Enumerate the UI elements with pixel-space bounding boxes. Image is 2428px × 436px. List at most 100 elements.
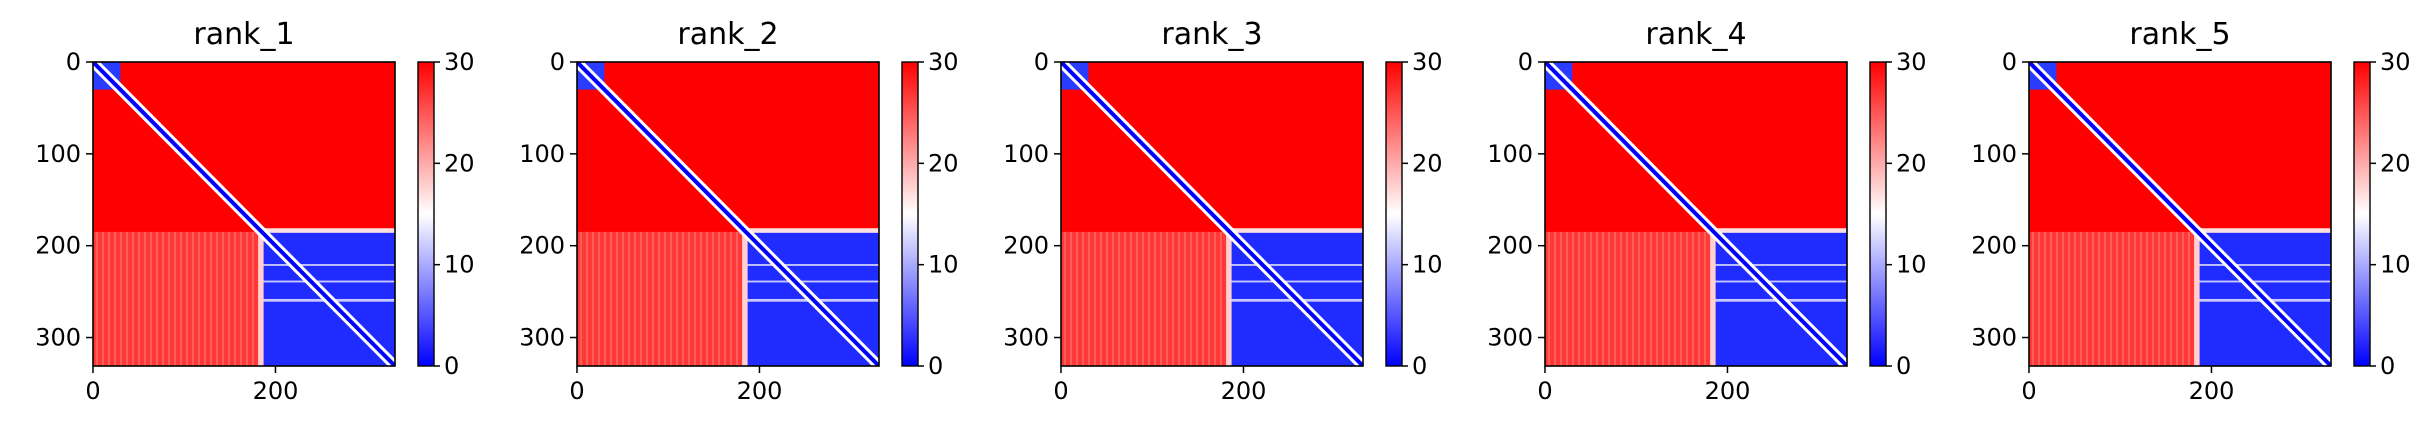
- colorbar-tick-label: 10: [2380, 251, 2411, 279]
- colorbar: [901, 61, 919, 367]
- colorbar-tick-label: 30: [2380, 48, 2411, 76]
- heatmap-panel-3: rank_3 0 200 0 100 200 300 0 10 20 30: [968, 0, 1448, 432]
- colorbar-tick-label: 0: [444, 352, 459, 380]
- axes-frame: [1060, 61, 1364, 367]
- colorbar-tick-label: 10: [928, 251, 959, 279]
- panel-title: rank_2: [677, 17, 778, 52]
- region-band-2: [1713, 280, 1847, 283]
- diagonal-line: [1545, 62, 1847, 366]
- colorbar: [417, 61, 435, 367]
- colorbar-tick-label: 0: [1412, 352, 1427, 380]
- y-tick-label: 200: [1003, 232, 1049, 260]
- region-edge-h: [1229, 228, 1363, 233]
- region-edge-h: [261, 228, 395, 233]
- y-tick-label: 300: [1971, 324, 2017, 352]
- diagonal-line: [93, 62, 395, 366]
- colorbar-tick-label: 30: [928, 48, 959, 76]
- colorbar: [2353, 61, 2371, 367]
- y-tick-label: 300: [1487, 324, 1533, 352]
- region-edge-v: [2194, 231, 2200, 366]
- y-tick-label: 100: [1971, 140, 2017, 168]
- heatmap-panel-1: rank_1 0 200 0 100 200 300 0 10 20 30: [0, 0, 480, 432]
- colorbar-tick-label: 0: [2380, 352, 2395, 380]
- axes-frame: [92, 61, 396, 367]
- x-tick-label: 0: [2021, 377, 2036, 405]
- diagonal-line: [1061, 62, 1363, 366]
- colorbar-tick-label: 20: [2380, 149, 2411, 177]
- region-inter-lower-texture: [93, 231, 262, 366]
- region-band-2: [2197, 280, 2331, 283]
- colorbar-tick-label: 30: [1896, 48, 1927, 76]
- region-band-2: [1229, 280, 1363, 283]
- heatmap-cells: [577, 62, 879, 366]
- y-tick-label: 200: [519, 232, 565, 260]
- region-band-3: [2197, 264, 2331, 266]
- heatmap-panel-2: rank_2 0 200 0 100 200 300 0 10 20 30: [484, 0, 964, 432]
- colorbar-tick-label: 0: [928, 352, 943, 380]
- colorbar-tick-label: 20: [1412, 149, 1443, 177]
- region-edge-h: [2197, 228, 2331, 233]
- colorbar: [1869, 61, 1887, 367]
- region-band-3: [1713, 264, 1847, 266]
- y-tick-label: 200: [1971, 232, 2017, 260]
- region-inter-lower-texture: [1545, 231, 1714, 366]
- region-inter-lower-texture: [577, 231, 746, 366]
- axes-frame: [576, 61, 880, 367]
- heatmap-cells: [2029, 62, 2331, 366]
- panel-title: rank_4: [1645, 17, 1746, 52]
- colorbar: [1385, 61, 1403, 367]
- diagonal-line: [577, 62, 879, 366]
- colorbar-tick-label: 10: [444, 251, 475, 279]
- x-tick-label: 0: [85, 377, 100, 405]
- region-edge-v: [1226, 231, 1232, 366]
- x-tick-label: 0: [1537, 377, 1552, 405]
- region-inter-lower-texture: [1061, 231, 1230, 366]
- y-tick-label: 0: [550, 48, 565, 76]
- region-edge-v: [258, 231, 264, 366]
- x-tick-label: 200: [2189, 377, 2235, 405]
- panel-title: rank_5: [2129, 17, 2230, 52]
- heatmap-cells: [1061, 62, 1363, 366]
- region-band-3: [261, 264, 395, 266]
- panel-title: rank_1: [193, 17, 294, 52]
- y-tick-label: 0: [1034, 48, 1049, 76]
- region-edge-v: [742, 231, 748, 366]
- axes-frame: [1544, 61, 1848, 367]
- x-tick-label: 0: [569, 377, 584, 405]
- y-tick-label: 100: [1003, 140, 1049, 168]
- x-tick-label: 200: [1221, 377, 1267, 405]
- colorbar-tick-label: 30: [1412, 48, 1443, 76]
- region-edge-h: [745, 228, 879, 233]
- region-band-3: [1229, 264, 1363, 266]
- y-tick-label: 100: [1487, 140, 1533, 168]
- heatmap-panel-5: rank_5 0 200 0 100 200 300 0 10 20 30: [1936, 0, 2416, 432]
- colorbar-tick-label: 30: [444, 48, 475, 76]
- x-tick-label: 200: [253, 377, 299, 405]
- x-tick-label: 0: [1053, 377, 1068, 405]
- y-tick-label: 100: [519, 140, 565, 168]
- y-tick-label: 300: [519, 324, 565, 352]
- colorbar-tick-label: 20: [928, 149, 959, 177]
- y-tick-label: 200: [1487, 232, 1533, 260]
- colorbar-tick-label: 10: [1412, 251, 1443, 279]
- colorbar-tick-label: 0: [1896, 352, 1911, 380]
- region-band-2: [261, 280, 395, 283]
- colorbar-tick-label: 20: [444, 149, 475, 177]
- colorbar-tick-label: 10: [1896, 251, 1927, 279]
- y-tick-label: 0: [2002, 48, 2017, 76]
- heatmap-cells: [93, 62, 395, 366]
- heatmap-panel-4: rank_4 0 200 0 100 200 300 0 10 20 30: [1452, 0, 1932, 432]
- diagonal-line: [2029, 62, 2331, 366]
- heatmap-cells: [1545, 62, 1847, 366]
- x-tick-label: 200: [1705, 377, 1751, 405]
- y-tick-label: 300: [35, 324, 81, 352]
- y-tick-label: 200: [35, 232, 81, 260]
- y-tick-label: 300: [1003, 324, 1049, 352]
- region-band-3: [745, 264, 879, 266]
- y-tick-label: 0: [66, 48, 81, 76]
